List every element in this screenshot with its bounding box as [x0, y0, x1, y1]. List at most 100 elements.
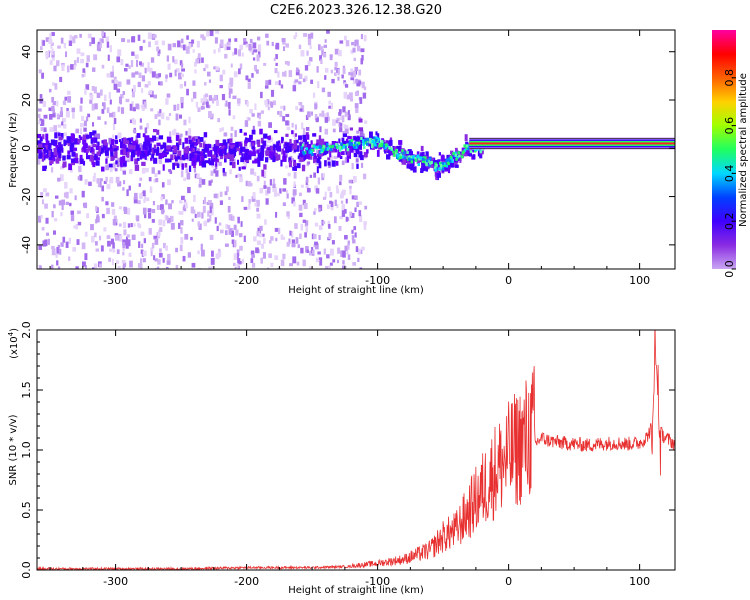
heatmap-noise-cell: [317, 81, 320, 89]
heatmap-noise-cell: [157, 111, 161, 117]
heatmap-noise-cell: [302, 199, 306, 206]
heatmap-band-cell: [222, 139, 227, 146]
heatmap-band-cell: [50, 139, 55, 146]
heatmap-noise-cell: [226, 46, 231, 51]
heatmap-noise-cell: [364, 120, 368, 124]
heatmap-noise-cell: [112, 242, 115, 249]
heatmap-noise-cell: [175, 68, 180, 73]
heatmap-noise-cell: [352, 79, 357, 85]
heatmap-band-cell: [232, 150, 237, 157]
heatmap-noise-cell: [349, 185, 352, 189]
heatmap-band-cell: [465, 148, 469, 154]
heatmap-noise-cell: [182, 255, 186, 262]
heatmap-band-cell: [44, 145, 48, 152]
heatmap-noise-cell: [53, 218, 58, 222]
heatmap-noise-cell: [201, 179, 206, 185]
snr-exponent-power: 4: [7, 331, 15, 336]
snr-exponent-base: (x10: [9, 336, 20, 359]
heatmap-band-cell: [299, 142, 304, 148]
heatmap-noise-cell: [201, 212, 204, 219]
heatmap-noise-cell: [305, 246, 309, 253]
heatmap-noise-cell: [196, 40, 200, 48]
heatmap-noise-cell: [95, 241, 98, 246]
heatmap-band-cell: [459, 157, 462, 163]
heatmap-band-cell: [225, 142, 228, 149]
heatmap-strong-cell: [373, 143, 377, 147]
heatmap-strong-cell: [375, 136, 379, 140]
heatmap-noise-cell: [293, 35, 297, 40]
heatmap-band-cell: [145, 139, 150, 144]
heatmap-noise-cell: [127, 39, 131, 43]
heatmap-noise-cell: [180, 227, 183, 234]
heatmap-noise-cell: [210, 265, 214, 269]
heatmap-noise-cell: [347, 254, 351, 260]
heatmap-noise-cell: [161, 182, 165, 188]
heatmap-noise-cell: [299, 192, 302, 197]
colorbar-tick-label: 0.6: [723, 117, 736, 135]
heatmap-band-cell: [252, 160, 255, 164]
heatmap-band-cell: [220, 154, 223, 160]
heatmap-noise-cell: [204, 82, 207, 86]
heatmap-band-cell: [342, 133, 347, 138]
heatmap-noise-cell: [145, 157, 149, 161]
heatmap-band-cell: [288, 160, 293, 168]
heatmap-noise-cell: [330, 102, 334, 110]
heatmap-noise-cell: [159, 81, 163, 86]
heatmap-noise-cell: [83, 120, 87, 127]
heatmap-noise-cell: [206, 30, 210, 37]
heatmap-noise-cell: [111, 208, 116, 215]
heatmap-noise-cell: [200, 249, 205, 257]
heatmap-noise-cell: [164, 214, 168, 221]
heatmap-band-cell: [420, 152, 425, 158]
heatmap-band-cell: [247, 154, 252, 160]
heatmap-band-cell: [386, 154, 391, 160]
heatmap-noise-cell: [293, 81, 297, 86]
heatmap-noise-cell: [255, 247, 259, 254]
heatmap-noise-cell: [76, 239, 80, 245]
heatmap-noise-cell: [91, 122, 95, 127]
heatmap-noise-cell: [201, 101, 205, 106]
heatmap-noise-cell: [253, 155, 257, 161]
heatmap-noise-cell: [262, 252, 267, 259]
heatmap-noise-cell: [162, 220, 166, 227]
heatmap-band-cell: [306, 144, 312, 149]
heatmap-strong-cell: [300, 146, 303, 150]
heatmap-band-cell: [184, 151, 188, 159]
heatmap-noise-cell: [215, 30, 220, 34]
heatmap-noise-cell: [68, 40, 73, 46]
heatmap-noise-cell: [326, 30, 330, 34]
heatmap-noise-cell: [237, 49, 242, 57]
heatmap-band-cell: [450, 160, 454, 168]
heatmap-noise-cell: [111, 202, 115, 207]
heatmap-band-cell: [77, 139, 81, 143]
heatmap-band-cell: [369, 143, 373, 150]
heatmap-noise-cell: [101, 31, 104, 37]
heatmap-band-cell: [228, 146, 232, 153]
heatmap-noise-cell: [175, 113, 179, 121]
heatmap-noise-cell: [307, 38, 312, 46]
heatmap-band-cell: [83, 142, 88, 148]
heatmap-noise-cell: [270, 236, 274, 241]
heatmap-strong-cell: [410, 155, 413, 159]
heatmap-band-cell: [276, 141, 279, 146]
heatmap-noise-cell: [157, 229, 161, 237]
heatmap-noise-cell: [216, 225, 219, 232]
heatmap-noise-cell: [355, 246, 359, 253]
heatmap-noise-cell: [83, 127, 87, 132]
heatmap-band-cell: [434, 169, 438, 177]
heatmap-noise-cell: [351, 41, 355, 46]
heatmap-band-cell: [386, 147, 391, 154]
heatmap-noise-cell: [286, 189, 289, 194]
heatmap-noise-cell: [118, 96, 122, 104]
heatmap-noise-cell: [67, 90, 71, 95]
heatmap-band-cell: [338, 138, 341, 144]
heatmap-band-cell: [92, 130, 97, 134]
heatmap-noise-cell: [314, 185, 318, 191]
heatmap-noise-cell: [332, 119, 336, 126]
heatmap-noise-cell: [245, 43, 249, 48]
heatmap-noise-cell: [132, 106, 136, 112]
heatmap-band-cell: [212, 154, 216, 159]
heatmap-noise-cell: [334, 199, 337, 206]
heatmap-noise-cell: [202, 36, 206, 41]
